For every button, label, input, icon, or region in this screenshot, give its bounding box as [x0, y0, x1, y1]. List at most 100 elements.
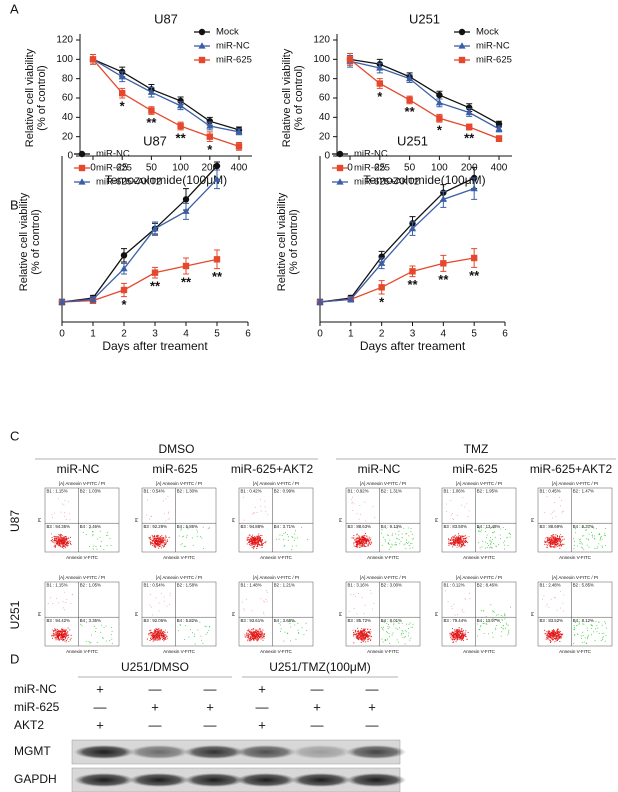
event [159, 541, 161, 543]
event [105, 640, 107, 642]
event [62, 601, 64, 603]
event [546, 543, 548, 545]
event [286, 534, 288, 536]
event [150, 515, 152, 517]
event [491, 547, 493, 549]
event [55, 536, 58, 538]
event [258, 537, 260, 539]
significance: ** [469, 268, 480, 283]
y-tick-label: 100 [313, 54, 330, 65]
event [260, 633, 262, 636]
event [65, 537, 67, 539]
event [351, 502, 353, 504]
event [253, 512, 255, 514]
event [94, 626, 96, 628]
event [459, 632, 461, 634]
event [458, 535, 460, 537]
band [236, 745, 296, 759]
event [194, 633, 196, 635]
event [367, 640, 369, 642]
event [60, 542, 62, 544]
sign: + [151, 699, 159, 714]
event [558, 637, 560, 639]
event [150, 542, 152, 544]
event [262, 635, 265, 637]
event [561, 536, 563, 538]
event [458, 537, 460, 539]
event [160, 543, 162, 545]
event [401, 622, 403, 624]
event [147, 633, 150, 635]
event [181, 543, 183, 545]
event [64, 544, 66, 546]
event [156, 630, 158, 632]
event [389, 539, 391, 541]
event [490, 536, 492, 538]
event [61, 544, 63, 546]
event [386, 631, 388, 633]
event [359, 630, 362, 632]
sign: — [94, 699, 107, 714]
event [360, 632, 362, 634]
event [263, 634, 265, 636]
event [400, 540, 402, 542]
event [259, 541, 261, 543]
event [355, 545, 358, 547]
event [94, 631, 96, 633]
event [449, 632, 451, 634]
event [551, 535, 553, 537]
event [453, 639, 455, 641]
event [159, 639, 161, 641]
event [254, 506, 256, 508]
event [556, 545, 558, 547]
event [576, 625, 578, 627]
event [360, 641, 362, 643]
event [555, 538, 557, 540]
event [247, 634, 249, 636]
event [260, 636, 262, 638]
event [469, 598, 471, 600]
plot-title: [A] Annexin V-FITC / PI [360, 575, 406, 580]
event [295, 545, 297, 547]
event [57, 629, 60, 631]
legend-marker [78, 164, 86, 172]
event [166, 631, 168, 633]
event [581, 527, 583, 529]
y-tick-label: 60 [62, 93, 74, 104]
plot-y-label: PI [530, 518, 535, 522]
event [64, 515, 66, 517]
event [546, 637, 548, 639]
event [262, 633, 264, 635]
event [458, 539, 460, 541]
point [177, 122, 184, 130]
event [454, 635, 456, 637]
quadrant-value: B2 : 1.95% [477, 489, 498, 494]
event [562, 602, 564, 604]
event [548, 542, 550, 544]
event [208, 625, 210, 627]
event [574, 544, 576, 546]
event [178, 535, 180, 537]
event [547, 539, 550, 541]
event [159, 633, 161, 635]
legend-marker [78, 178, 86, 185]
event [252, 633, 254, 635]
event [160, 634, 163, 637]
event [53, 542, 55, 544]
event [493, 543, 495, 545]
x-tick-label: 4 [183, 329, 189, 340]
event [583, 535, 585, 537]
event [353, 534, 355, 537]
event [100, 545, 102, 547]
event [592, 536, 594, 538]
legend-marker [458, 28, 466, 36]
event [263, 611, 265, 613]
event [459, 638, 461, 640]
event [545, 634, 547, 636]
event [62, 607, 64, 609]
event [360, 629, 362, 631]
event [160, 629, 162, 631]
x-tick-label: 400 [231, 163, 248, 174]
event [151, 534, 153, 536]
event [155, 632, 157, 634]
